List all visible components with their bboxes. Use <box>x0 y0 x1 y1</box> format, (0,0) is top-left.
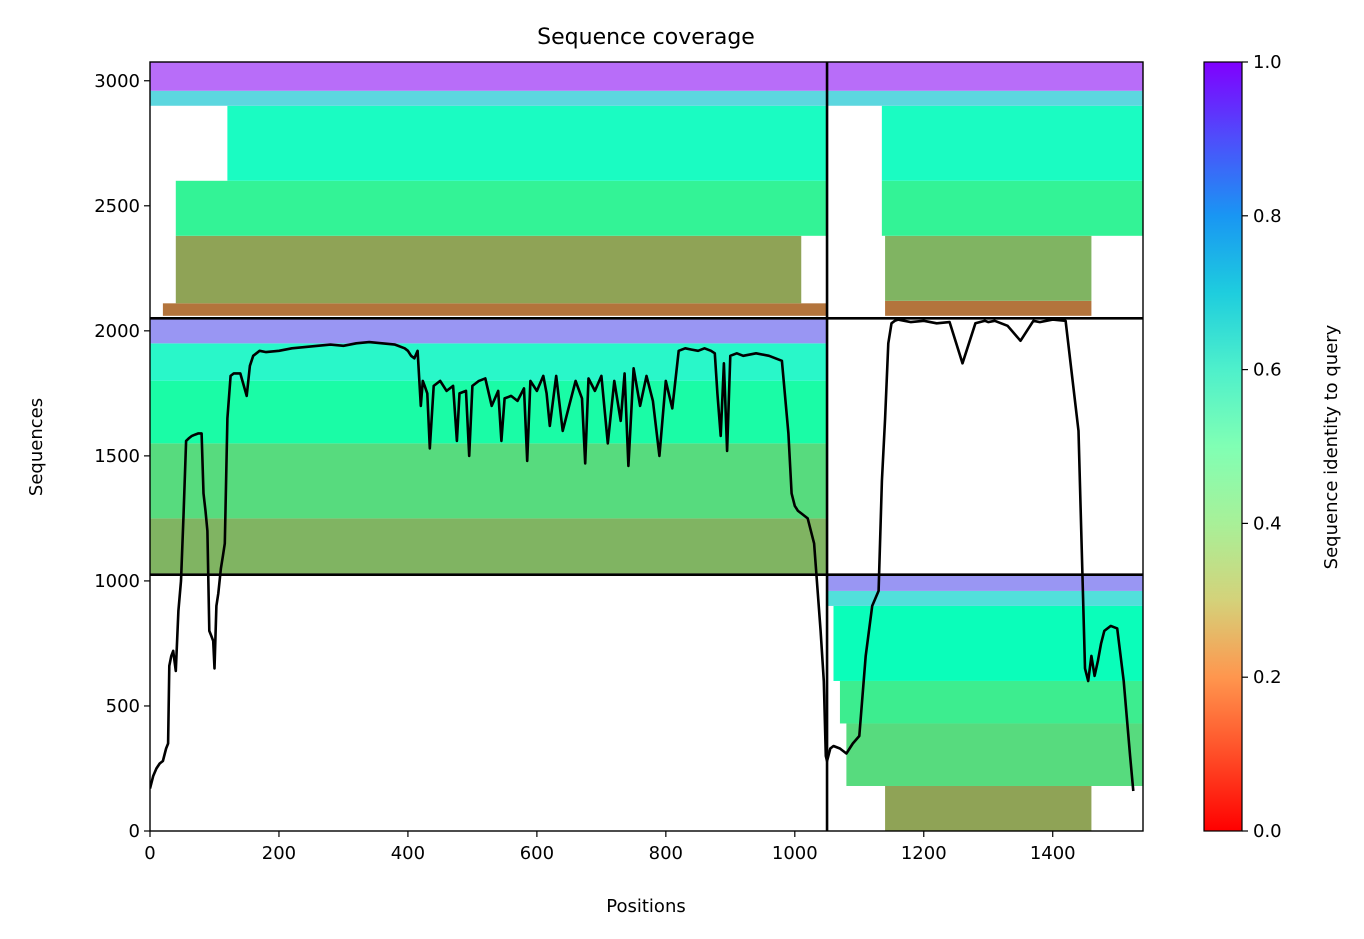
identity-band <box>827 590 1143 606</box>
y-tick-label: 2500 <box>94 196 140 217</box>
identity-band <box>150 62 828 91</box>
identity-band <box>885 785 1092 831</box>
x-tick-label: 600 <box>520 843 554 864</box>
colorbar-tick-label: 0.4 <box>1253 513 1282 534</box>
x-tick-label: 1200 <box>901 843 947 864</box>
colorbar-axis: 0.0 0.2 0.4 0.6 0.8 1.0 <box>1242 52 1282 842</box>
y-tick-label: 3000 <box>94 71 140 92</box>
identity-heatmap <box>150 62 1143 831</box>
coverage-line-layer <box>150 318 1135 792</box>
identity-band <box>846 723 1143 786</box>
identity-band <box>150 518 828 574</box>
x-tick-label: 800 <box>649 843 683 864</box>
y-axis: 0 500 1000 1500 2000 2500 3000 <box>94 71 150 842</box>
identity-band <box>150 318 828 344</box>
chain-boundaries <box>150 62 1143 831</box>
identity-band <box>162 303 828 316</box>
identity-band <box>827 62 1143 91</box>
x-tick-label: 0 <box>144 843 155 864</box>
colorbar-tick-label: 0.2 <box>1253 667 1282 688</box>
identity-band <box>175 180 828 236</box>
y-tick-label: 1000 <box>94 571 140 592</box>
identity-band <box>175 235 802 304</box>
identity-band <box>839 680 1143 724</box>
identity-band <box>227 105 828 181</box>
y-tick-label: 0 <box>129 821 140 842</box>
identity-band <box>881 105 1143 181</box>
identity-band <box>833 605 1143 681</box>
coverage-line <box>150 318 1135 792</box>
x-tick-label: 1400 <box>1030 843 1076 864</box>
identity-band <box>150 443 828 519</box>
x-tick-label: 1000 <box>772 843 818 864</box>
colorbar <box>1203 61 1243 832</box>
colorbar-tick-label: 0.6 <box>1253 360 1282 381</box>
identity-band <box>881 180 1143 236</box>
colorbar-label: Sequence identity to query <box>1321 324 1342 569</box>
colorbar-tick-label: 0.0 <box>1253 821 1282 842</box>
plot-frame <box>149 61 1144 832</box>
identity-band <box>827 90 1143 106</box>
colorbar-tick-label: 0.8 <box>1253 206 1282 227</box>
y-axis-label: Sequences <box>26 398 47 496</box>
identity-band <box>885 300 1092 316</box>
x-axis: 0 200 400 600 800 1000 1200 1400 <box>144 831 1076 864</box>
x-axis-label: Positions <box>606 896 685 917</box>
chart-title: Sequence coverage <box>537 25 755 50</box>
y-tick-label: 2000 <box>94 321 140 342</box>
y-tick-label: 500 <box>106 696 140 717</box>
identity-band <box>150 90 828 106</box>
identity-band <box>827 574 1143 591</box>
x-tick-label: 200 <box>262 843 296 864</box>
colorbar-tick-label: 1.0 <box>1253 52 1282 73</box>
x-tick-label: 400 <box>391 843 425 864</box>
identity-band <box>885 235 1092 301</box>
y-tick-label: 1500 <box>94 446 140 467</box>
